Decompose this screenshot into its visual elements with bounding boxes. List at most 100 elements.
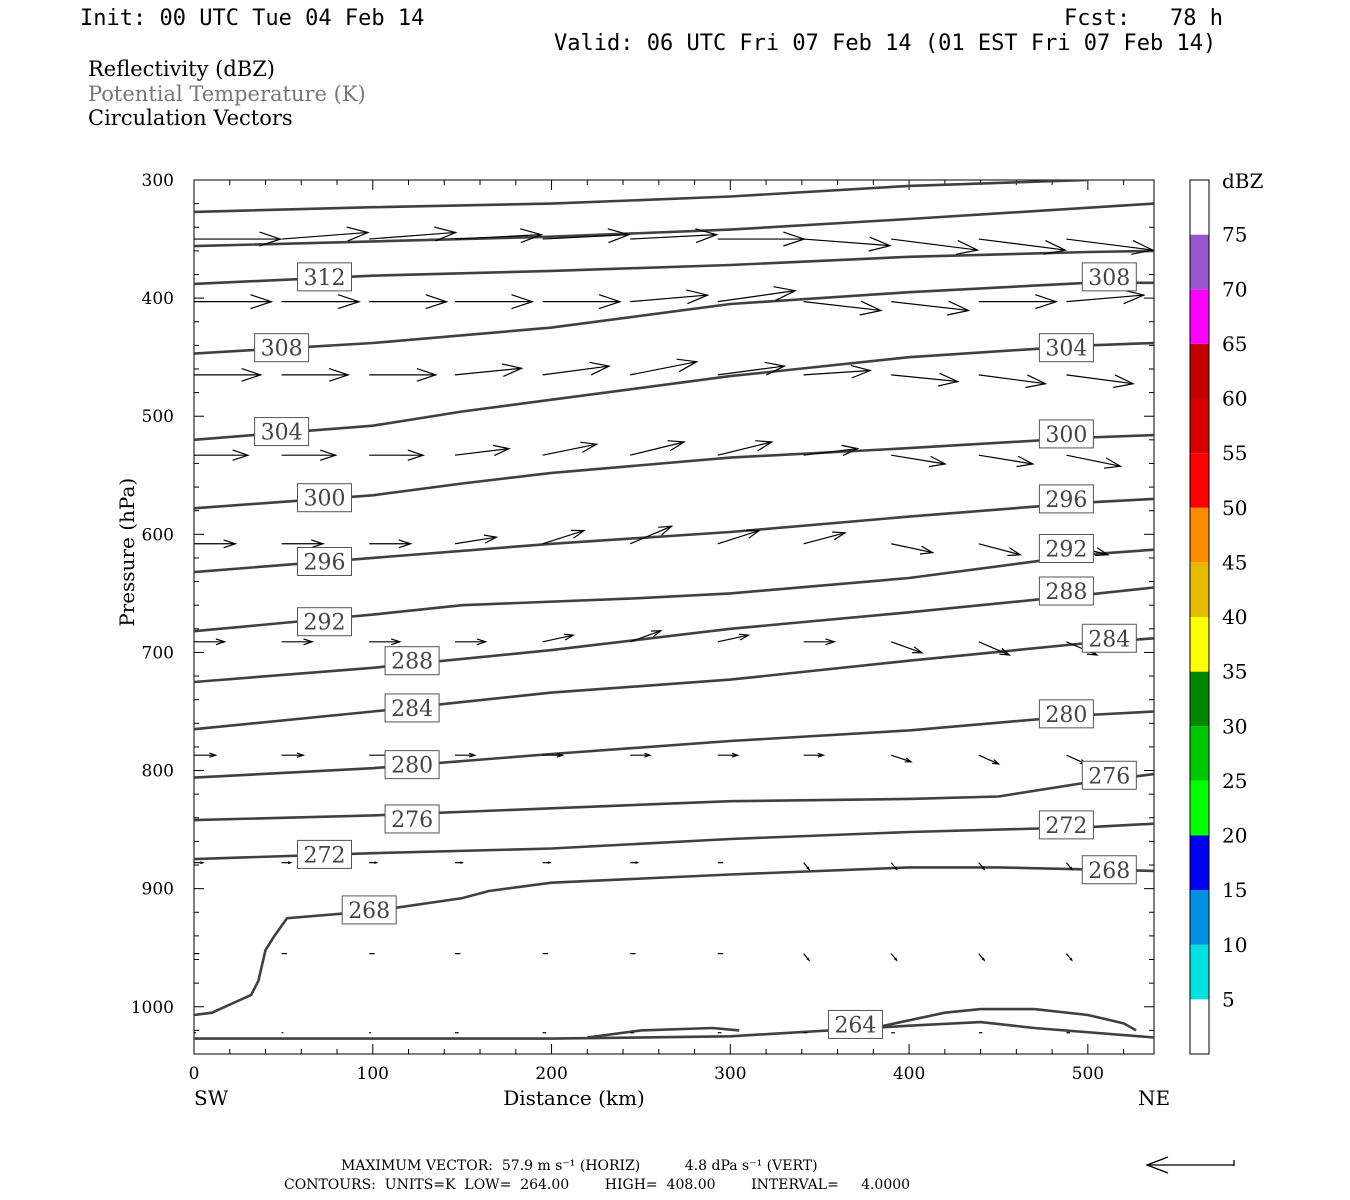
vector-arrowhead — [644, 752, 652, 758]
y-tick-label: 600 — [142, 525, 174, 545]
y-tick-label: 700 — [142, 643, 174, 663]
colorbar-segment — [1190, 835, 1209, 891]
circulation-vector — [629, 630, 662, 643]
vector-arrowhead — [215, 638, 227, 646]
contour-label-box — [384, 693, 440, 723]
vector-arrowhead — [374, 861, 379, 864]
vector-arrowhead — [695, 228, 719, 244]
contour-label-box — [1081, 262, 1137, 292]
contour-label: 312 — [304, 266, 346, 291]
colorbar-segment — [1190, 726, 1209, 781]
circulation-vector — [542, 234, 630, 240]
circulation-vector — [369, 231, 456, 240]
vector-arrowhead — [739, 633, 751, 641]
vector-arrowhead — [492, 444, 511, 457]
circulation-vector — [1066, 294, 1144, 303]
contour-label-box — [1038, 810, 1094, 840]
contour-label: 276 — [1088, 764, 1130, 789]
colorbar-tick-label: 35 — [1222, 660, 1247, 684]
colorbar-tick-label: 10 — [1222, 933, 1247, 957]
circulation-vector — [454, 234, 542, 240]
x-axis-label: Distance (km) — [503, 1086, 645, 1110]
vector-arrowhead — [832, 531, 847, 541]
vector-arrowhead — [912, 646, 924, 654]
vector-arrowhead — [598, 294, 622, 310]
circulation-vector — [978, 543, 1021, 556]
colorbar-frame — [1189, 179, 1210, 1055]
contour-label: 304 — [261, 421, 303, 446]
x-tick-label: 400 — [893, 1064, 925, 1084]
colorbar-segment — [1190, 234, 1209, 290]
contour-label-box — [297, 483, 353, 513]
vector-arrowhead — [1131, 240, 1155, 255]
vector-arrowhead — [981, 957, 986, 962]
isentrope-264 — [587, 1026, 740, 1039]
circulation-vector — [542, 530, 585, 545]
vector-arrowhead — [1103, 457, 1123, 469]
vector-arrowhead — [563, 633, 576, 641]
colorbar-segment — [1190, 343, 1209, 399]
vector-arrowhead — [547, 861, 552, 864]
vector-arrowhead — [755, 440, 774, 452]
vector-arrowhead — [764, 361, 787, 376]
vector-arrowhead — [1069, 957, 1073, 962]
circulation-vector — [630, 361, 697, 376]
contour-label-box — [254, 417, 310, 447]
x-tick-label: 300 — [714, 1064, 746, 1084]
colorbar-segment — [1190, 944, 1209, 1000]
vector-arrowhead — [928, 455, 948, 468]
contour-label: 292 — [1045, 537, 1087, 562]
x-tick-label: 500 — [1072, 1064, 1104, 1084]
contour-label: 296 — [304, 550, 346, 575]
vector-arrowhead — [686, 289, 710, 305]
vector-arrowhead — [1035, 294, 1059, 310]
y-tick-label: 900 — [142, 880, 174, 900]
colorbar-tick-label: 55 — [1222, 441, 1247, 465]
y-tick-label: 300 — [142, 171, 174, 191]
circulation-vector — [978, 374, 1046, 385]
isentrope-312 — [194, 180, 1088, 214]
vector-arrowhead — [296, 752, 306, 758]
colorbar-segment — [1190, 398, 1209, 454]
max-vector-note: MAXIMUM VECTOR: 57.9 m s⁻¹ (HORIZ) 4.8 d… — [341, 1158, 818, 1174]
contour-label-box — [827, 1009, 883, 1039]
contour-label: 264 — [834, 1013, 876, 1038]
vector-arrowhead — [460, 861, 465, 864]
circulation-vector — [629, 525, 672, 545]
circulation-vector — [803, 532, 846, 545]
x-end-label-left: SW — [194, 1086, 229, 1110]
contour-label: 268 — [1088, 859, 1130, 884]
contour-label: 296 — [1045, 488, 1087, 513]
vector-arrowhead — [1122, 289, 1146, 305]
colorbar-tick-label: 5 — [1222, 987, 1235, 1011]
contour-label-box — [297, 546, 353, 576]
circulation-vector — [891, 754, 912, 763]
vector-arrowhead — [817, 752, 826, 758]
colorbar-unit-label: dBZ — [1222, 169, 1264, 193]
vector-arrowhead — [1016, 455, 1035, 468]
field-title-potential-temperature: Potential Temperature (K) — [88, 82, 366, 106]
vector-arrowhead — [570, 529, 586, 539]
circulation-vector — [978, 754, 999, 765]
vector-arrowhead — [1043, 240, 1068, 255]
isentrope-264 — [873, 1007, 1137, 1032]
vector-arrowhead — [650, 630, 663, 638]
colorbar-tick-label: 40 — [1222, 605, 1247, 629]
vector-arrowhead — [731, 752, 740, 758]
circulation-vector — [630, 294, 708, 303]
colorbar-segment — [1190, 507, 1209, 563]
circulation-vector — [717, 634, 749, 643]
vector-arrowhead — [859, 300, 883, 316]
contour-label-box — [341, 895, 397, 925]
isentrope-310 — [194, 202, 1154, 248]
vector-arrowhead — [841, 444, 860, 457]
vector-arrowhead — [483, 534, 499, 544]
colorbar-tick-label: 65 — [1222, 332, 1247, 356]
vector-arrowhead — [259, 231, 283, 247]
colorbar-tick-label: 75 — [1222, 223, 1247, 247]
colorbar-tick-label: 70 — [1222, 277, 1247, 301]
colorbar-segment — [1190, 180, 1209, 235]
vector-arrowhead — [676, 358, 699, 373]
colorbar-segment — [1190, 289, 1209, 344]
contour-label-box — [297, 607, 353, 637]
